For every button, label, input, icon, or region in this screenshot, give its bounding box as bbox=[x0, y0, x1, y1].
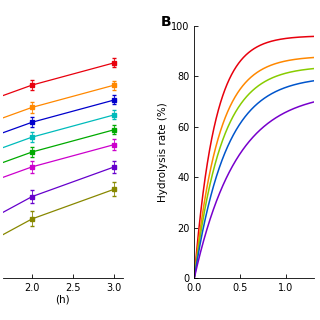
X-axis label: (h): (h) bbox=[56, 295, 70, 305]
Y-axis label: Hydrolysis rate (%): Hydrolysis rate (%) bbox=[158, 102, 168, 202]
Text: B: B bbox=[161, 15, 172, 29]
